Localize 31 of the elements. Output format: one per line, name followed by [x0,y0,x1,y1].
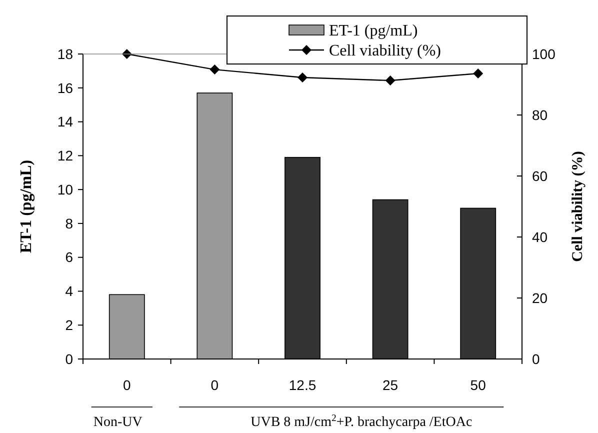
y-tick-label: 0 [65,350,74,367]
y2-tick-label: 100 [532,46,556,62]
legend-label: ET-1 (pg/mL) [329,22,418,40]
y-tick-label: 14 [57,114,74,130]
y2-tick-label: 60 [532,168,548,184]
y-axis-title: ET-1 (pg/mL) [18,160,35,254]
x-tick-label: 50 [470,377,486,393]
point [298,72,308,82]
y-tick-label: 16 [57,80,74,96]
y-tick-label: 4 [65,283,74,300]
y2-tick-label: 80 [532,106,548,123]
x-tick-label: 0 [210,377,219,393]
y-tick-label: 10 [57,181,74,198]
x-tick-label: 0 [123,377,131,393]
y2-axis-title: Cell viability (%) [570,151,586,262]
y-tick-label: 8 [65,215,74,232]
legend-label: Cell viability (%) [329,42,441,60]
y2-tick-label: 40 [532,228,548,245]
y-tick-label: 12 [57,148,74,164]
text: UVB 8 mJ/cm$^{2}$+P. brachycarpa /EtOAc [250,412,472,430]
point [210,64,220,75]
point [385,76,396,86]
x-tick-label: 12.5 [288,377,316,393]
y2-tick-label: 0 [532,350,540,367]
y2-tick-label: 20 [532,290,548,306]
y-tick-label: 2 [65,317,74,334]
x-tick-label: 25 [382,377,398,393]
text: Non-UV [93,415,142,430]
y-tick-label: 18 [57,46,74,62]
point [473,68,484,79]
y-tick-label: 6 [65,249,74,266]
